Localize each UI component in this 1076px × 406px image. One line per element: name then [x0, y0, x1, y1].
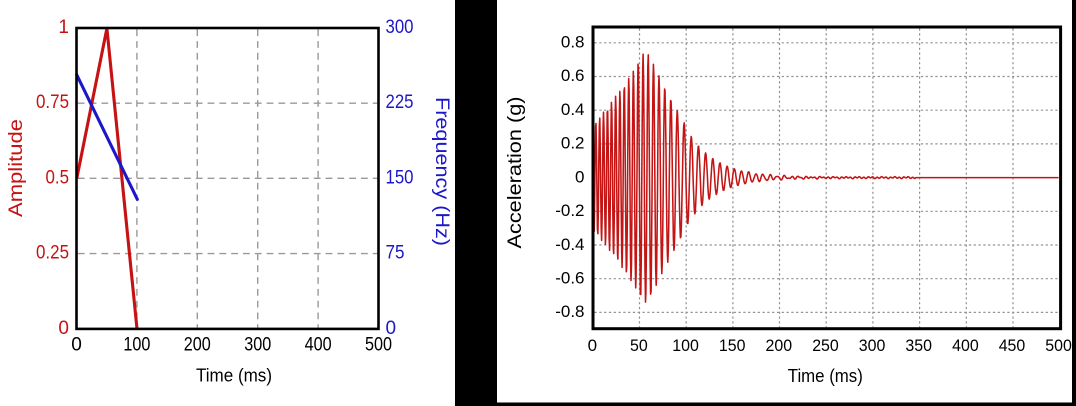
svg-text:500: 500 [365, 334, 392, 355]
svg-text:300: 300 [244, 334, 271, 355]
svg-text:300: 300 [386, 17, 414, 38]
svg-text:300: 300 [859, 336, 886, 355]
svg-text:Frequency (Hz): Frequency (Hz) [431, 97, 452, 246]
svg-text:0: 0 [386, 318, 397, 339]
svg-text:0.6: 0.6 [561, 66, 585, 85]
svg-text:0.4: 0.4 [561, 100, 585, 119]
svg-text:Time (ms): Time (ms) [788, 365, 863, 386]
svg-text:200: 200 [184, 334, 211, 355]
svg-text:150: 150 [719, 336, 746, 355]
svg-text:-0.4: -0.4 [555, 235, 584, 254]
svg-text:0.25: 0.25 [36, 243, 69, 264]
svg-text:Acceleration (g): Acceleration (g) [505, 97, 526, 249]
svg-text:-0.6: -0.6 [555, 269, 584, 288]
svg-text:Amplitude: Amplitude [6, 119, 27, 217]
svg-text:0: 0 [71, 334, 82, 355]
svg-text:350: 350 [905, 336, 932, 355]
svg-text:400: 400 [305, 334, 332, 355]
svg-text:100: 100 [672, 336, 699, 355]
svg-text:0: 0 [588, 336, 597, 355]
svg-text:0.2: 0.2 [561, 134, 585, 153]
svg-text:0.8: 0.8 [561, 33, 585, 52]
svg-text:200: 200 [766, 336, 793, 355]
svg-text:450: 450 [999, 336, 1026, 355]
svg-text:150: 150 [386, 167, 414, 188]
svg-text:0.75: 0.75 [36, 92, 69, 113]
svg-text:0: 0 [58, 318, 69, 339]
svg-text:0: 0 [575, 167, 584, 186]
svg-text:50: 50 [630, 336, 648, 355]
svg-text:Time (ms): Time (ms) [196, 365, 272, 386]
svg-text:225: 225 [386, 92, 414, 113]
svg-text:400: 400 [952, 336, 979, 355]
svg-text:0.5: 0.5 [46, 167, 70, 188]
svg-text:-0.8: -0.8 [555, 302, 584, 321]
svg-text:75: 75 [386, 243, 405, 264]
svg-text:-0.2: -0.2 [555, 201, 584, 220]
svg-text:100: 100 [123, 334, 150, 355]
svg-text:1: 1 [58, 17, 69, 38]
svg-text:250: 250 [812, 336, 839, 355]
svg-text:500: 500 [1045, 336, 1072, 355]
